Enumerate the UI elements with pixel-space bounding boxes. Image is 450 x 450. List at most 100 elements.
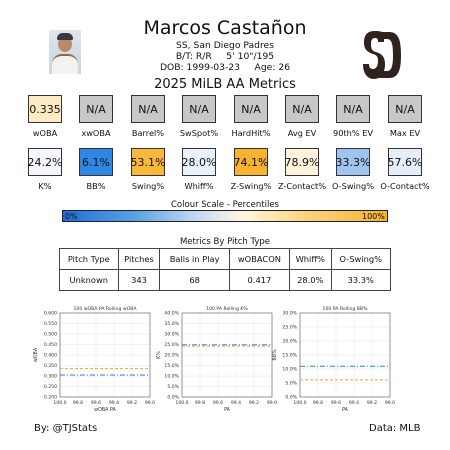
tile-k-pct: 24.2% (28, 148, 62, 176)
label-swspot: SwSpot% (179, 128, 219, 138)
rolling-k-pct-chart: 100 PA Rolling K% 40.0% 35.0% 30.0% 25.0% 20.… (156, 306, 277, 413)
tile-z-contact-pct: 78.9% (285, 148, 319, 176)
position-team: SS, San Diego Padres (176, 40, 274, 51)
plot-frame (59, 312, 151, 398)
table-row: Unknown 343 68 0.417 28.0% 33.3% (59, 269, 391, 291)
x-tick-label: 99.6 (91, 400, 101, 406)
table-header-cell: Pitch Type (59, 248, 119, 270)
label-avg-ev: Avg EV (287, 128, 317, 138)
plot-frame (181, 312, 273, 398)
x-tick-label: 99.0 (267, 400, 277, 406)
tile-whiff-pct: 28.0% (182, 148, 216, 176)
y-tick-label: 0.500 (44, 332, 57, 338)
rolling-woba-chart: 100 wOBA PA Rolling wOBA 0.600 0.550 0.500 0… (33, 306, 155, 413)
chart-title: 100 wOBA PA Rolling wOBA (73, 306, 137, 312)
tile-woba: 0.335 (28, 95, 62, 123)
tile-o-swing-pct: 33.3% (336, 148, 370, 176)
y-tick-label: 10.0% (282, 367, 297, 373)
y-tick-label: 30.0% (282, 311, 297, 317)
colour-scale-bar (62, 210, 388, 222)
x-tick-label: 99.2 (367, 400, 377, 406)
colour-scale-low-label: 0% (65, 212, 78, 221)
table-header-cell: O-Swing% (330, 248, 391, 270)
chart-title: 100 PA Rolling BB% (323, 306, 369, 312)
table-header-cell: Balls in Play (159, 248, 230, 270)
label-barrel: Barrel% (131, 128, 165, 138)
label-hardhit: HardHit% (231, 128, 271, 138)
x-tick-label: 99.0 (385, 400, 395, 406)
y-tick-label: 5.0% (167, 384, 179, 390)
chart-title: 100 PA Rolling K% (206, 306, 248, 312)
x-tick-label: 99.4 (231, 400, 241, 406)
tile-barrel: N/A (131, 95, 165, 123)
table-cell: Unknown (59, 269, 119, 291)
y-tick-label: 20.0% (164, 353, 179, 359)
tile-swspot: N/A (182, 95, 216, 123)
y-tick-label: 0.0% (167, 395, 179, 401)
tile-o-contact-pct: 57.6% (388, 148, 422, 176)
y-tick-label: 0.0% (285, 395, 297, 401)
x-tick-label: 99.6 (331, 400, 341, 406)
y-tick-label: 25.0% (282, 325, 297, 331)
rolling-bb-pct-chart: 100 PA Rolling BB% 30.0% 25.0% 20.0% 15.0% 10… (272, 306, 395, 413)
label-90th-ev: 90th% EV (333, 128, 373, 138)
headshot-cap (57, 33, 73, 40)
table-cell: 33.3% (330, 269, 391, 291)
y-tick-label: 5.0% (285, 381, 297, 387)
tile-90th-ev: N/A (336, 95, 370, 123)
tile-swing-pct: 53.1% (131, 148, 165, 176)
x-tick-label: 99.4 (349, 400, 359, 406)
colour-scale-high-label: 100% (362, 212, 385, 221)
x-tick-label: 99.0 (145, 400, 155, 406)
y-tick-label: 0.550 (44, 321, 57, 327)
tile-xwoba: N/A (79, 95, 113, 123)
x-tick-label: 99.2 (249, 400, 259, 406)
label-z-contact-pct: Z-Contact% (277, 181, 327, 191)
table-header-cell: Whiff% (289, 248, 332, 270)
x-tick-label: 99.2 (127, 400, 137, 406)
x-axis-label: wOBA PA (94, 407, 116, 413)
label-bb-pct: BB% (86, 181, 106, 191)
footer-credit: By: @TJStats (34, 423, 98, 434)
bats-throws-size: B/T: R/R 5' 10"/195 (175, 51, 275, 62)
y-tick-label: 0.600 (44, 311, 57, 317)
colour-scale-title: Colour Scale - Percentiles (171, 200, 279, 210)
x-axis-label: PA (342, 407, 349, 413)
table-cell: 343 (117, 269, 161, 291)
plot-frame (299, 312, 391, 398)
x-tick-label: 99.8 (73, 400, 83, 406)
tile-z-swing-pct: 74.1% (234, 148, 268, 176)
team-logo (363, 31, 401, 79)
pitch-table-title: Metrics By Pitch Type (179, 237, 271, 247)
y-tick-label: 0.250 (44, 384, 57, 390)
y-axis-label: BB% (272, 349, 278, 361)
x-tick-label: 99.6 (213, 400, 223, 406)
x-tick-label: 99.4 (109, 400, 119, 406)
x-tick-label: 100.0 (293, 400, 306, 406)
table-header-row: Pitch Type Pitches Balls in Play wOBACON… (59, 248, 391, 270)
y-axis-label: K% (156, 351, 162, 359)
tile-hardhit: N/A (234, 95, 268, 123)
table-header-cell: wOBACON (228, 248, 291, 270)
label-k-pct: K% (38, 181, 52, 191)
label-xwoba: xwOBA (81, 128, 111, 138)
label-max-ev: Max EV (389, 128, 421, 138)
player-headshot (49, 30, 81, 74)
y-axis-label: wOBA (33, 347, 39, 362)
y-tick-label: 40.0% (164, 311, 179, 317)
label-swing-pct: Swing% (131, 181, 165, 191)
tile-avg-ev: N/A (285, 95, 319, 123)
x-tick-label: 99.8 (313, 400, 323, 406)
pitch-type-table: Pitch Type Pitches Balls in Play wOBACON… (59, 248, 391, 291)
table-cell: 28.0% (289, 269, 332, 291)
y-tick-label: 0.450 (44, 342, 57, 348)
label-o-swing-pct: O-Swing% (332, 181, 374, 191)
label-woba: wOBA (32, 128, 58, 138)
y-tick-label: 15.0% (164, 363, 179, 369)
y-tick-label: 20.0% (282, 339, 297, 345)
y-tick-label: 15.0% (282, 353, 297, 359)
table-cell: 0.417 (228, 269, 291, 291)
y-tick-label: 35.0% (164, 321, 179, 327)
section-title: 2025 MiLB AA Metrics (154, 77, 296, 92)
footer-source: Data: MLB (369, 423, 421, 434)
